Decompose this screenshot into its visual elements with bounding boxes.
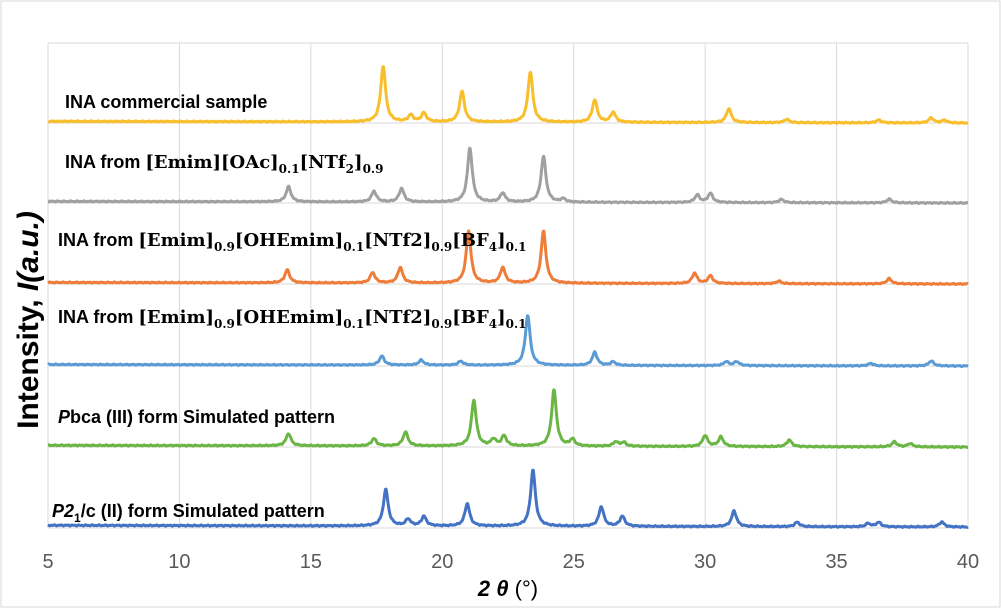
x-tick-label: 20 xyxy=(431,551,453,573)
series-label-3-s3: 0.9 xyxy=(431,317,452,331)
series-label-1-sub2: 2 xyxy=(346,162,354,176)
x-axis-label-unit: (°) xyxy=(509,576,539,601)
series-label-3-s4: 4 xyxy=(489,317,497,331)
series-label-3-c4: [BF xyxy=(452,307,489,328)
series-label-3-s1: 0.9 xyxy=(214,317,235,331)
series-label-1-prefix: INA from xyxy=(65,152,145,172)
series-label-1-chem: [Emim][OAc] xyxy=(145,152,278,173)
x-axis-label-main: 2 θ xyxy=(477,576,509,601)
series-label-2-c5: ] xyxy=(497,230,506,251)
series-label-2-c1: [Emim] xyxy=(138,230,214,251)
series-label-3-c5: ] xyxy=(497,307,506,328)
series-label-2-prefix: INA from xyxy=(58,230,138,250)
series-line-4 xyxy=(47,388,969,450)
y-axis-label-text: Intensity, xyxy=(12,291,45,429)
series-label-3-s2: 0.1 xyxy=(343,317,364,331)
series-label-2-s3: 0.9 xyxy=(431,240,452,254)
series-label-3-c3: [NTf2] xyxy=(364,307,431,328)
x-tick-label: 15 xyxy=(300,551,322,573)
series-label-5-italic: P xyxy=(52,501,65,521)
series-line-0 xyxy=(47,65,969,125)
series-label-2-s5: 0.1 xyxy=(506,240,527,254)
series-line-5 xyxy=(47,468,969,529)
series-label-1-chem3: ] xyxy=(354,152,363,173)
series-label-4: Pbca (III) form Simulated pattern xyxy=(58,407,335,427)
series-label-2-s4: 4 xyxy=(489,240,497,254)
series-label-0: INA commercial sample xyxy=(65,92,267,112)
series-label-3-prefix: INA from xyxy=(58,307,138,327)
series-label-3-c2: [OHEmim] xyxy=(235,307,343,328)
series-label-3: INA from [Emim]0.9[OHEmim]0.1[NTf2]0.9[B… xyxy=(58,307,527,331)
series-label-2: INA from [Emim]0.9[OHEmim]0.1[NTf2]0.9[B… xyxy=(58,230,527,254)
x-tick-label: 40 xyxy=(957,551,979,573)
series-label-3-c1: [Emim] xyxy=(138,307,214,328)
x-tick-label: 5 xyxy=(42,551,53,573)
series-label-5: P21/c (II) form Simulated pattern xyxy=(52,501,325,525)
series-label-5-mid: 2 xyxy=(63,501,74,521)
x-axis-ticks: 5 10 15 20 25 30 35 40 xyxy=(42,551,979,573)
x-tick-label: 35 xyxy=(825,551,847,573)
series-label-1: INA from [Emim][OAc]0.1[NTf2]0.9 xyxy=(65,152,383,176)
series-label-5-sub: 1 xyxy=(74,511,81,525)
y-axis-label: Intensity, I(a.u.) xyxy=(12,211,45,429)
series-label-4-italic: P xyxy=(58,407,71,427)
series-label-2-s2: 0.1 xyxy=(343,240,364,254)
series-line-2 xyxy=(47,229,969,287)
series-label-1-chem2: [NTf xyxy=(300,152,347,173)
series-label-2-s1: 0.9 xyxy=(214,240,235,254)
x-tick-label: 30 xyxy=(694,551,716,573)
x-tick-label: 25 xyxy=(563,551,585,573)
y-axis-label-italic: I(a.u.) xyxy=(12,211,45,291)
x-axis-label: 2 θ (°) xyxy=(477,576,538,601)
series-label-4-rest: bca (III) form Simulated pattern xyxy=(70,407,335,427)
x-tick-label: 10 xyxy=(168,551,190,573)
series-label-1-sub3: 0.9 xyxy=(363,162,384,176)
series-label-0-text: INA commercial sample xyxy=(65,92,267,112)
series-line-3 xyxy=(47,314,969,369)
series-label-5-rest: /c (II) form Simulated pattern xyxy=(81,501,325,521)
series-label-1-sub1: 0.1 xyxy=(279,162,300,176)
series-label-2-c4: [BF xyxy=(452,230,489,251)
series-label-3-s5: 0.1 xyxy=(506,317,527,331)
series-line-1 xyxy=(47,146,969,206)
series-group xyxy=(47,65,969,529)
series-label-2-c3: [NTf2] xyxy=(364,230,431,251)
series-label-2-c2: [OHEmim] xyxy=(235,230,343,251)
